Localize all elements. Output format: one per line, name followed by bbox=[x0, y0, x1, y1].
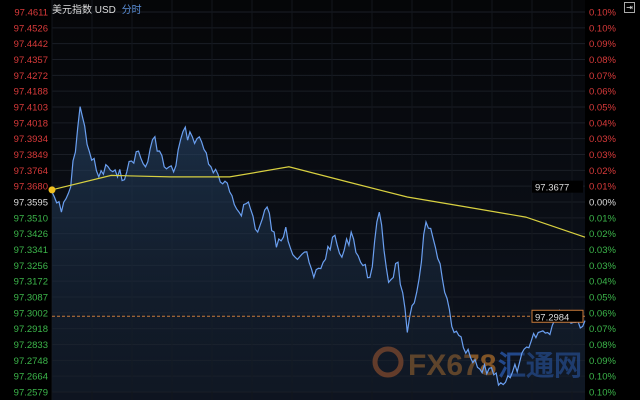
chart-title: 美元指数 USD 分时 bbox=[52, 1, 142, 16]
y-tick-left: 97.4188 bbox=[14, 87, 48, 98]
y-tick-left: 97.3087 bbox=[14, 293, 48, 304]
y-tick-right: 0.10% bbox=[589, 372, 616, 383]
y-tick-left: 97.3764 bbox=[14, 166, 48, 177]
symbol: USD bbox=[94, 5, 116, 16]
y-tick-left: 97.4272 bbox=[14, 71, 48, 82]
y-tick-left: 97.3934 bbox=[14, 134, 48, 145]
last-price-label: 97.2984 bbox=[535, 312, 569, 323]
y-tick-right: 0.06% bbox=[589, 308, 616, 319]
y-tick-left: 97.2833 bbox=[14, 340, 48, 351]
y-tick-right: 0.00% bbox=[589, 198, 616, 209]
y-tick-right: 0.09% bbox=[589, 356, 616, 367]
open-marker bbox=[48, 186, 56, 194]
y-tick-left: 97.3002 bbox=[14, 308, 48, 319]
y-tick-left: 97.3172 bbox=[14, 277, 48, 288]
y-tick-left: 97.3849 bbox=[14, 150, 48, 161]
y-tick-right: 0.06% bbox=[589, 87, 616, 98]
average-price-label: 97.3677 bbox=[535, 183, 569, 194]
y-tick-left: 97.4611 bbox=[14, 8, 48, 19]
y-tick-left: 97.2664 bbox=[14, 372, 48, 383]
y-tick-left: 97.4526 bbox=[14, 23, 48, 34]
y-tick-right: 0.10% bbox=[589, 8, 616, 19]
y-tick-left: 97.4103 bbox=[14, 103, 48, 114]
exit-icon[interactable]: ⇥ bbox=[624, 2, 635, 13]
last-price-box bbox=[531, 309, 584, 323]
index-name: 美元指数 bbox=[52, 5, 92, 16]
y-tick-left: 97.3510 bbox=[14, 213, 48, 224]
y-tick-right: 0.05% bbox=[589, 293, 616, 304]
y-tick-left: 97.2579 bbox=[14, 388, 48, 399]
y-tick-right: 0.03% bbox=[589, 134, 616, 145]
y-tick-left: 97.4442 bbox=[14, 39, 48, 50]
y-tick-right: 0.09% bbox=[589, 39, 616, 50]
y-tick-right: 0.03% bbox=[589, 245, 616, 256]
y-tick-left: 97.2748 bbox=[14, 356, 48, 367]
y-tick-right: 0.01% bbox=[589, 182, 616, 193]
y-tick-left: 97.2918 bbox=[14, 324, 48, 335]
price-area bbox=[52, 106, 585, 392]
y-tick-right: 0.07% bbox=[589, 324, 616, 335]
y-tick-left: 97.3680 bbox=[14, 182, 48, 193]
y-tick-right: 0.10% bbox=[589, 388, 616, 399]
y-tick-right: 0.10% bbox=[589, 23, 616, 34]
y-tick-left: 97.3426 bbox=[14, 229, 48, 240]
average-line bbox=[51, 166, 586, 238]
y-tick-right: 0.05% bbox=[589, 103, 616, 114]
y-tick-left: 97.4018 bbox=[14, 118, 48, 129]
y-tick-right: 0.07% bbox=[589, 71, 616, 82]
y-tick-left: 97.3256 bbox=[14, 261, 48, 272]
y-tick-right: 0.03% bbox=[589, 261, 616, 272]
y-tick-right: 0.02% bbox=[589, 229, 616, 240]
y-tick-right: 0.04% bbox=[589, 118, 616, 129]
y-tick-right: 0.04% bbox=[589, 277, 616, 288]
y-tick-right: 0.08% bbox=[589, 340, 616, 351]
mode-label[interactable]: 分时 bbox=[121, 5, 142, 16]
price-line bbox=[51, 106, 586, 387]
y-tick-left: 97.3341 bbox=[14, 245, 48, 256]
y-tick-right: 0.01% bbox=[589, 213, 616, 224]
y-tick-left: 97.4357 bbox=[14, 55, 48, 66]
y-tick-right: 0.08% bbox=[589, 55, 616, 66]
y-tick-right: 0.03% bbox=[589, 150, 616, 161]
y-tick-left: 97.3595 bbox=[14, 198, 48, 209]
y-tick-right: 0.02% bbox=[589, 166, 616, 177]
average-price-box bbox=[532, 180, 583, 193]
